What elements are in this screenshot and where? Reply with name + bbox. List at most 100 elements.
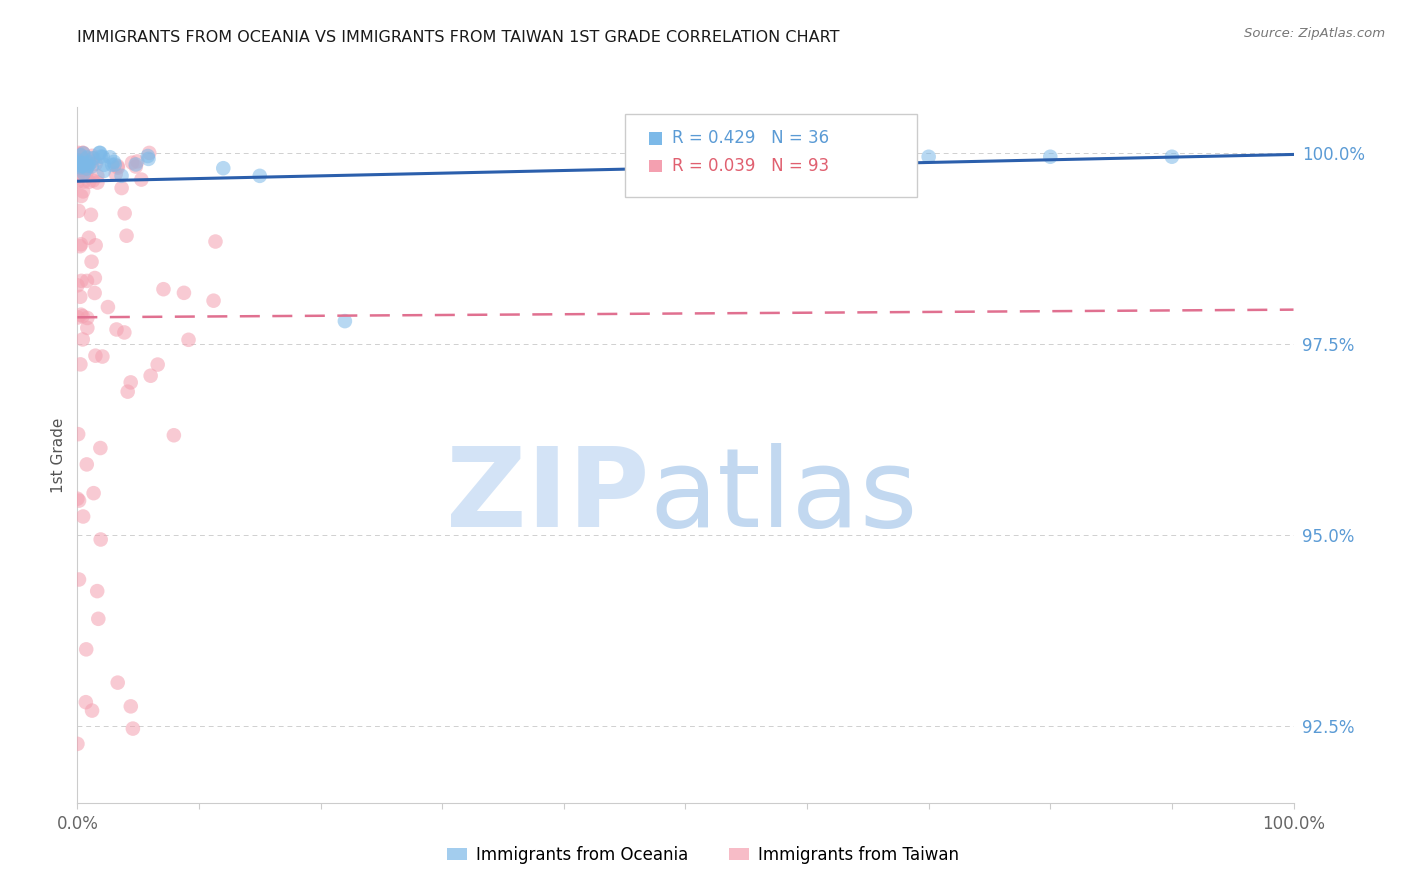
- Point: [918, 150, 941, 164]
- Point: [90, 150, 112, 164]
- Point: [120, 376, 142, 390]
- Point: [97, 300, 120, 314]
- Point: [83, 271, 105, 285]
- Point: [122, 722, 145, 736]
- Point: [72, 146, 94, 161]
- Point: [139, 368, 162, 383]
- Point: [177, 333, 200, 347]
- Point: [66, 161, 89, 175]
- Point: [86, 176, 108, 190]
- Point: [76, 458, 98, 472]
- Point: [86, 169, 108, 183]
- FancyBboxPatch shape: [650, 160, 662, 172]
- Point: [89, 145, 111, 160]
- Point: [107, 159, 129, 173]
- Point: [125, 157, 148, 171]
- Point: [84, 349, 107, 363]
- Point: [75, 642, 97, 657]
- Point: [70, 237, 93, 252]
- Point: [80, 208, 103, 222]
- Point: [249, 169, 271, 183]
- Point: [76, 310, 98, 325]
- Point: [72, 333, 94, 347]
- Point: [83, 285, 105, 300]
- Point: [107, 161, 129, 175]
- Point: [136, 149, 159, 163]
- Point: [70, 159, 93, 173]
- Point: [69, 162, 91, 177]
- Point: [76, 151, 98, 165]
- Point: [66, 153, 89, 168]
- Text: ZIP: ZIP: [446, 443, 650, 550]
- Point: [120, 699, 142, 714]
- Point: [66, 278, 89, 293]
- Point: [1039, 150, 1062, 164]
- Point: [110, 169, 132, 183]
- Point: [75, 162, 97, 177]
- Point: [87, 612, 110, 626]
- Point: [67, 148, 90, 162]
- FancyBboxPatch shape: [650, 132, 662, 145]
- Point: [70, 274, 93, 288]
- Point: [69, 357, 91, 371]
- Point: [67, 161, 90, 176]
- Point: [75, 159, 97, 173]
- Point: [112, 326, 135, 340]
- Y-axis label: 1st Grade: 1st Grade: [51, 417, 66, 492]
- Point: [127, 154, 149, 169]
- Point: [173, 285, 195, 300]
- Point: [70, 150, 93, 164]
- Point: [101, 158, 124, 172]
- Point: [67, 145, 90, 160]
- Point: [70, 308, 93, 322]
- Point: [121, 155, 143, 169]
- Point: [333, 314, 356, 328]
- Point: [66, 175, 89, 189]
- Point: [72, 145, 94, 160]
- Point: [66, 491, 89, 506]
- Point: [73, 175, 96, 189]
- Point: [146, 358, 169, 372]
- Point: [67, 162, 90, 177]
- Point: [114, 206, 136, 220]
- Point: [82, 151, 104, 165]
- Point: [111, 181, 134, 195]
- Point: [91, 150, 114, 164]
- Point: [69, 161, 91, 175]
- Point: [80, 160, 103, 174]
- Point: [82, 173, 104, 187]
- Point: [70, 161, 93, 175]
- Point: [93, 164, 115, 178]
- Point: [89, 441, 111, 455]
- Text: Source: ZipAtlas.com: Source: ZipAtlas.com: [1244, 27, 1385, 40]
- Point: [152, 282, 174, 296]
- Point: [72, 185, 94, 199]
- Point: [212, 161, 235, 176]
- Point: [163, 428, 186, 442]
- Point: [138, 145, 160, 160]
- Point: [1161, 150, 1184, 164]
- Point: [90, 533, 112, 547]
- Point: [66, 310, 89, 325]
- Point: [131, 172, 153, 186]
- Point: [67, 427, 90, 442]
- Point: [84, 157, 107, 171]
- Point: [73, 156, 96, 170]
- Point: [72, 162, 94, 177]
- Point: [72, 161, 94, 175]
- Point: [80, 149, 103, 163]
- Point: [204, 235, 226, 249]
- Point: [202, 293, 225, 308]
- Point: [89, 145, 111, 160]
- Point: [77, 175, 100, 189]
- Point: [72, 163, 94, 178]
- Point: [107, 675, 129, 690]
- Point: [79, 157, 101, 171]
- Point: [76, 274, 98, 288]
- Point: [93, 158, 115, 172]
- Point: [76, 161, 98, 176]
- Point: [104, 157, 127, 171]
- Point: [82, 151, 104, 165]
- Point: [70, 189, 93, 203]
- Point: [105, 322, 128, 336]
